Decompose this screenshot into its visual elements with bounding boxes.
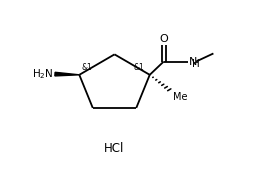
Text: H: H bbox=[192, 59, 200, 69]
Text: &1: &1 bbox=[82, 63, 93, 72]
Text: Me: Me bbox=[173, 92, 187, 102]
Text: N: N bbox=[188, 57, 197, 67]
Text: O: O bbox=[159, 34, 168, 44]
Polygon shape bbox=[55, 72, 79, 76]
Text: HCl: HCl bbox=[104, 142, 125, 155]
Text: H$_2$N: H$_2$N bbox=[32, 67, 54, 81]
Text: &1: &1 bbox=[133, 63, 144, 72]
